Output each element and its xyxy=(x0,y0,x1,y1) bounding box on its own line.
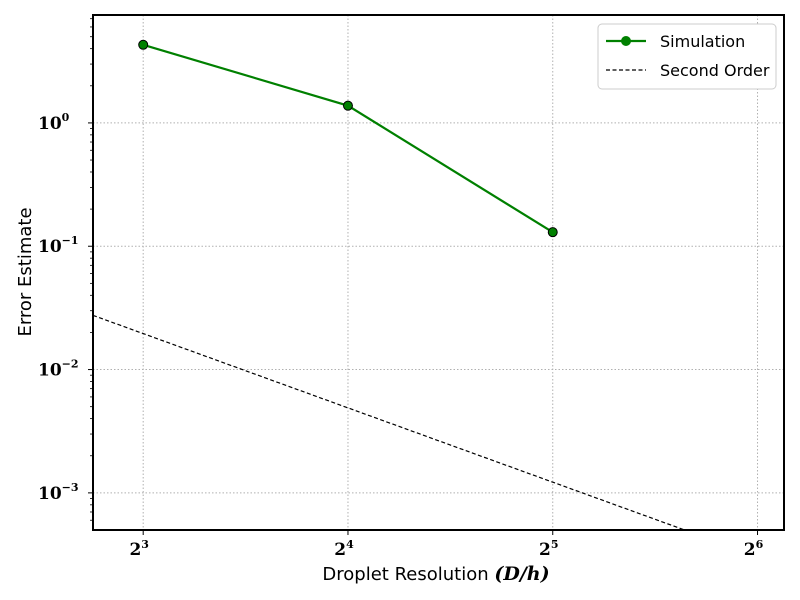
legend: Simulation Second Order xyxy=(597,23,777,90)
x-tick-labels: 23 24 25 26 xyxy=(129,538,763,560)
y-tick-label: 10−1 xyxy=(38,234,79,257)
simulation-point xyxy=(547,227,558,238)
second-order-line xyxy=(92,314,685,531)
legend-simulation-marker xyxy=(621,36,631,46)
series-layer xyxy=(92,39,685,531)
x-axis-label-text: Droplet Resolution xyxy=(322,564,494,585)
x-tick-label: 25 xyxy=(539,538,559,560)
y-tick-labels: 100 10−1 10−2 10−3 xyxy=(38,111,79,504)
simulation-point xyxy=(138,39,149,50)
y-axis-label: Error Estimate xyxy=(15,207,36,336)
y-tick-label: 10−3 xyxy=(38,481,79,504)
x-tick-label: 26 xyxy=(744,538,764,560)
legend-simulation-label: Simulation xyxy=(660,32,745,51)
y-tick-label: 100 xyxy=(38,111,70,134)
plot-frame xyxy=(92,14,785,531)
x-tick-label: 24 xyxy=(334,538,354,560)
x-tick-label: 23 xyxy=(129,538,149,560)
x-axis-label-math: (D/h) xyxy=(494,563,549,585)
simulation-point xyxy=(342,100,353,111)
grid-lines xyxy=(93,15,784,530)
y-tick-label: 10−2 xyxy=(38,358,79,381)
major-ticks xyxy=(88,122,759,535)
legend-second-order-label: Second Order xyxy=(660,61,770,80)
x-axis-label: Droplet Resolution (D/h) xyxy=(322,563,549,585)
